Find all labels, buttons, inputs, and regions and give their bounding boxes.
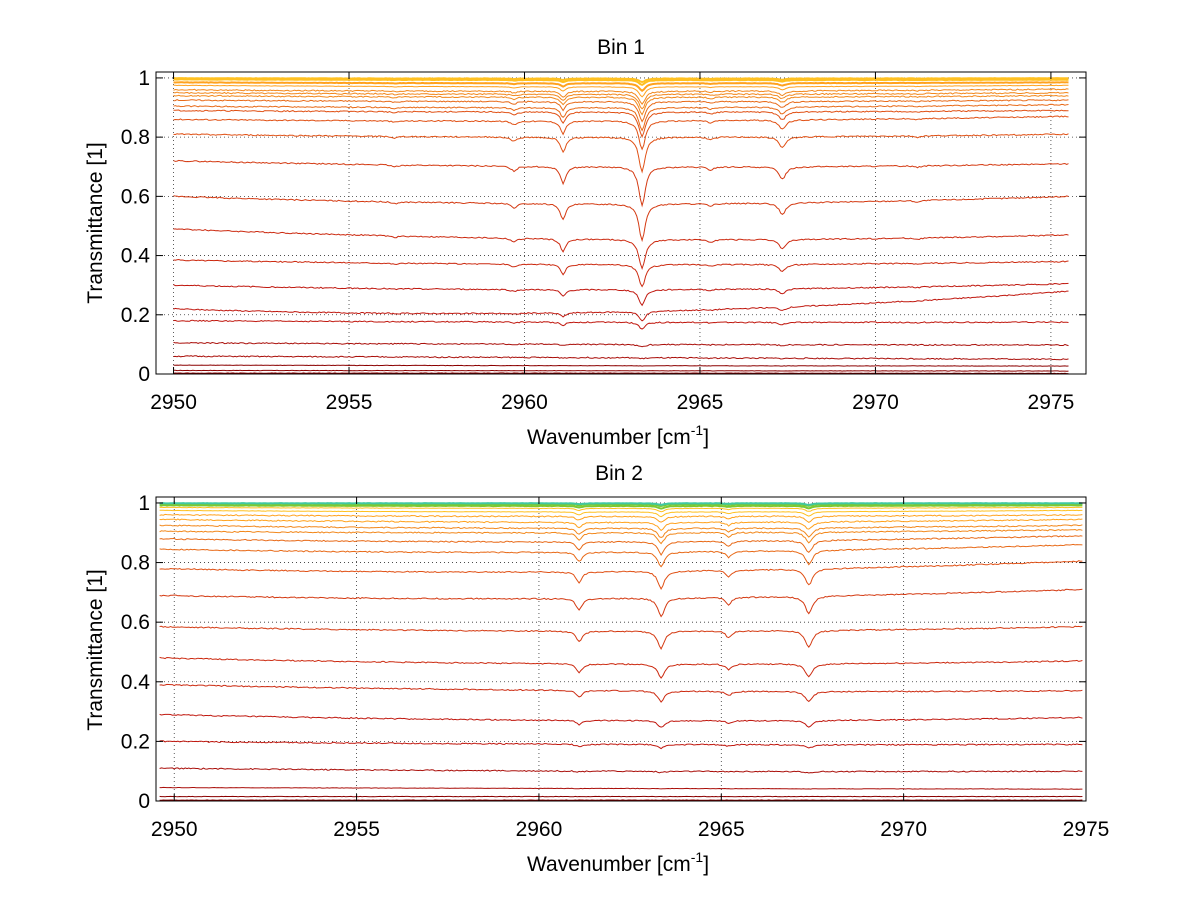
spectrum-line [173,91,1069,110]
x-tick-label: 2955 [326,391,373,414]
axes-box-bin-2 [155,496,1087,802]
spectrum-line [173,133,1069,174]
spectrum-line [173,115,1069,151]
spectrum-line [173,369,1069,372]
x-tick-label: 2950 [151,818,198,841]
x-tick-label: 2960 [501,391,548,414]
subplot-bin-2: 2950 2955 2960 2965 2970 2975 0 0.2 0.4 0.6 0.8 1 B… [84,462,1109,876]
ticks-bin-1: 2950 2955 2960 2965 2970 2975 0 0.2 0.4 0.6 0.8 1 [121,67,1086,414]
y-tick-label: 0 [138,363,150,386]
x-axis-label-suffix-bin-2: ] [703,853,709,876]
spectrum-line [159,543,1083,568]
spectrum-line [159,528,1083,545]
spectrum-line [173,94,1069,116]
x-tick-label: 2950 [150,391,197,414]
spectrum-line [159,656,1083,679]
spectrum-line [173,88,1069,105]
spectrum-line [159,767,1083,774]
spectrum-line [173,319,1069,330]
spectrum-line [159,625,1083,650]
spectra-bin-1 [173,77,1069,374]
x-tick-label: 2955 [333,818,380,841]
spectrum-line [173,78,1069,87]
axes-box-bin-1 [155,71,1087,375]
y-tick-label: 0.8 [121,552,150,575]
spectrum-line [173,109,1069,139]
x-axis-label-superscript-bin-1: -1 [691,422,704,438]
spectrum-line [159,560,1083,590]
spectrum-line [173,195,1069,243]
spectrum-line [159,506,1083,513]
spectrum-line [159,502,1083,506]
x-axis-label-text-bin-1: Wavenumber [cm [527,426,691,449]
spectrum-line [159,740,1083,750]
spectrum-line [159,683,1083,703]
spectrum-line [173,372,1069,374]
spectrum-line [159,713,1083,728]
x-axis-label-suffix-bin-1: ] [703,426,709,449]
spectrum-line [159,518,1083,532]
x-tick-label: 2965 [677,391,724,414]
x-axis-label-superscript-bin-2: -1 [691,849,704,865]
y-axis-label-bin-2: Transmittance [1] [84,569,107,730]
spectrum-line [173,258,1069,288]
y-tick-label: 0.6 [121,185,150,208]
spectrum-line [173,103,1069,132]
spectrum-line [173,77,1069,84]
x-tick-label: 2970 [880,818,927,841]
spectrum-line [173,84,1069,98]
spectrum-line [173,99,1069,123]
x-tick-label: 2975 [1028,391,1075,414]
spectrum-line [173,290,1069,322]
spectrum-line [159,504,1083,510]
spectrum-line [173,228,1069,271]
y-axis-label-bin-1: Transmittance [1] [84,142,107,303]
spectrum-line [173,364,1069,367]
x-axis-label-text-bin-2: Wavenumber [cm [527,853,691,876]
x-tick-label: 2975 [1063,818,1110,841]
x-axis-label-bin-1: Wavenumber [cm-1] [527,422,709,449]
spectrum-line [173,159,1069,208]
spectra-bin-2 [159,502,1083,801]
spectrum-line [159,786,1083,790]
spectrum-line [159,509,1083,518]
y-tick-label: 0.4 [121,671,151,694]
spectrum-line [173,282,1069,307]
chart-title-bin-1: Bin 1 [597,36,645,59]
spectrum-line [159,588,1083,618]
y-tick-label: 1 [138,492,150,515]
chart-title-bin-2: Bin 2 [595,462,643,485]
spectrum-line [159,535,1083,556]
y-tick-label: 0.2 [121,304,150,327]
x-tick-label: 2970 [852,391,899,414]
spectrum-line [159,524,1083,539]
spectrum-line [159,513,1083,524]
y-tick-label: 0.8 [121,126,150,149]
subplot-bin-1: 2950 2955 2960 2965 2970 2975 0 0.2 0.4 0.6 0.8 1 B… [84,36,1087,449]
y-tick-label: 0.2 [121,730,150,753]
spectrum-line [173,355,1069,361]
spectrum-line [173,81,1069,92]
x-tick-label: 2965 [698,818,745,841]
x-tick-label: 2960 [516,818,563,841]
ticks-bin-2: 2950 2955 2960 2965 2970 2975 0 0.2 0.4 0.6 0.8 1 [121,492,1110,841]
y-tick-label: 1 [138,67,150,90]
spectrum-line [173,341,1069,348]
x-axis-label-bin-2: Wavenumber [cm-1] [527,849,709,876]
y-tick-label: 0.6 [121,611,150,634]
y-tick-label: 0.4 [121,245,151,268]
y-tick-label: 0 [138,790,150,813]
